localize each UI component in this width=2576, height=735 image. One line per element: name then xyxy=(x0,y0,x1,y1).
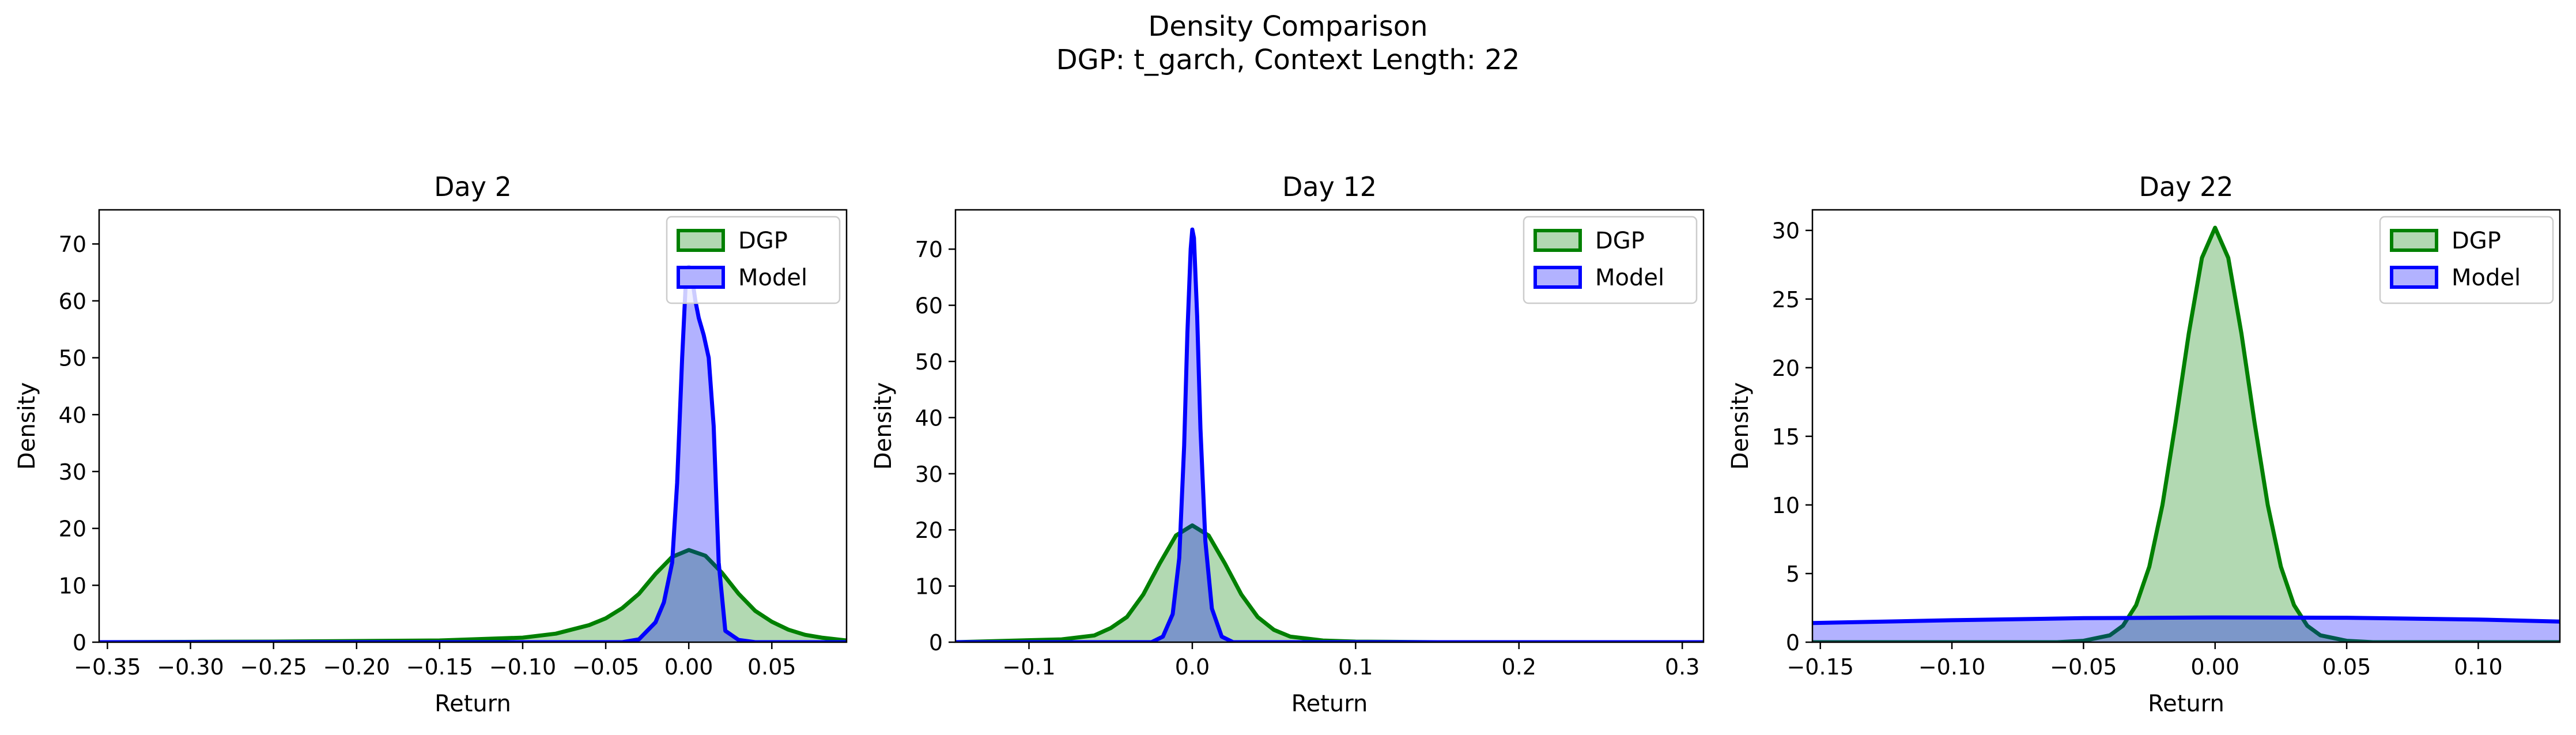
y-tick-label: 40 xyxy=(59,402,86,428)
plot-area xyxy=(1812,225,2560,642)
y-tick-label: 30 xyxy=(59,459,86,485)
legend-swatch-model xyxy=(677,266,725,289)
x-tick-label: −0.35 xyxy=(74,654,141,680)
y-tick-label: 20 xyxy=(1772,356,1800,381)
legend-swatch-model xyxy=(1533,266,1582,289)
chart-panel-3: −0.15 −0.10 −0.05 0.00 0.05 0.10 0 5 10 15 20 25 30 D… xyxy=(1727,171,2561,717)
x-tick-label: −0.20 xyxy=(323,654,390,680)
axes-frame xyxy=(1811,209,2561,643)
x-tick-label: 0.05 xyxy=(747,654,796,680)
chart-panel-2: −0.1 0.0 0.1 0.2 0.3 0 10 20 30 40 50 60 70 Day 12 Ret… xyxy=(870,171,1705,717)
legend-label-model: Model xyxy=(2452,265,2521,291)
y-tick-label: 0 xyxy=(73,630,86,655)
x-tick-label: −0.10 xyxy=(1918,654,1985,680)
x-tick-label: 0.00 xyxy=(2190,654,2239,680)
y-tick-label: 0 xyxy=(929,630,943,655)
legend-swatch-dgp xyxy=(2390,229,2438,252)
y-tick-label: 10 xyxy=(1772,493,1800,518)
model-density-line xyxy=(955,227,1704,642)
panel-title: Day 2 xyxy=(434,171,512,202)
legend-swatch-dgp xyxy=(1533,229,1582,252)
x-tick-label: 0.2 xyxy=(1502,654,1536,680)
model-density-line xyxy=(1812,615,2560,625)
legend-label-model: Model xyxy=(738,265,807,291)
panel-title: Day 12 xyxy=(1282,171,1377,202)
dgp-density-area xyxy=(99,550,847,642)
x-tick-label: 0.1 xyxy=(1338,654,1373,680)
y-tick-label: 40 xyxy=(915,405,943,431)
x-tick-label: −0.05 xyxy=(2050,654,2117,680)
y-tick-label: 20 xyxy=(59,517,86,542)
y-tick-label: 50 xyxy=(59,346,86,371)
plot-area xyxy=(955,227,1704,642)
y-tick-label: 30 xyxy=(1772,218,1800,244)
legend-label-dgp: DGP xyxy=(738,228,788,254)
legend-label-dgp: DGP xyxy=(2452,228,2501,254)
legend: DGP Model xyxy=(2379,216,2554,304)
x-axis-label: Return xyxy=(435,691,511,717)
axes-frame xyxy=(954,209,1705,643)
y-tick-label: 0 xyxy=(1786,630,1800,655)
x-tick-label: −0.15 xyxy=(1786,654,1853,680)
x-tick-label: −0.15 xyxy=(406,654,473,680)
x-tick-label: −0.30 xyxy=(157,654,224,680)
legend-label-dgp: DGP xyxy=(1595,228,1645,254)
x-tick-label: 0.05 xyxy=(2322,654,2371,680)
legend: DGP Model xyxy=(666,216,841,304)
axes-frame xyxy=(98,209,848,643)
y-tick-label: 20 xyxy=(915,518,943,543)
y-tick-label: 15 xyxy=(1772,424,1800,450)
legend-label-model: Model xyxy=(1595,265,1664,291)
model-density-area xyxy=(99,266,847,642)
y-tick-label: 60 xyxy=(915,293,943,319)
x-tick-label: −0.05 xyxy=(572,654,639,680)
dgp-density-line xyxy=(1812,225,2560,642)
y-tick-label: 30 xyxy=(915,462,943,487)
chart-panels: −0.35 −0.30 −0.25 −0.20 −0.15 −0.10 −0.05 0.00 0… xyxy=(14,171,2561,717)
x-tick-label: −0.25 xyxy=(240,654,307,680)
x-tick-label: 0.00 xyxy=(664,654,713,680)
y-axis-label: Density xyxy=(1727,382,1754,470)
y-tick-label: 10 xyxy=(59,573,86,598)
y-tick-label: 10 xyxy=(915,574,943,600)
legend: DGP Model xyxy=(1523,216,1698,304)
panel-title: Day 22 xyxy=(2139,171,2234,202)
figure-title: Density Comparison xyxy=(1148,10,1427,43)
x-tick-label: 0.0 xyxy=(1175,654,1210,680)
y-axis-label: Density xyxy=(870,382,897,470)
y-tick-label: 50 xyxy=(915,349,943,375)
x-tick-label: −0.10 xyxy=(489,654,556,680)
legend-swatch-model xyxy=(2390,266,2438,289)
y-tick-label: 70 xyxy=(59,232,86,257)
y-tick-label: 70 xyxy=(915,237,943,262)
x-axis-label: Return xyxy=(1291,691,1368,717)
y-axis-label: Density xyxy=(14,382,40,470)
dgp-density-area xyxy=(955,525,1704,642)
x-tick-label: −0.1 xyxy=(1002,654,1055,680)
y-tick-label: 5 xyxy=(1786,561,1800,587)
legend-swatch-dgp xyxy=(677,229,725,252)
dgp-density-area xyxy=(1812,228,2560,642)
y-tick-label: 60 xyxy=(59,289,86,314)
chart-panel-1: −0.35 −0.30 −0.25 −0.20 −0.15 −0.10 −0.05 0.00 0… xyxy=(14,171,848,717)
y-tick-label: 25 xyxy=(1772,287,1800,312)
x-tick-label: 0.3 xyxy=(1665,654,1699,680)
figure-subtitle: DGP: t_garch, Context Length: 22 xyxy=(1056,44,1520,76)
x-axis-label: Return xyxy=(2148,691,2224,717)
model-density-area xyxy=(1812,617,2560,642)
x-tick-label: 0.10 xyxy=(2454,654,2503,680)
